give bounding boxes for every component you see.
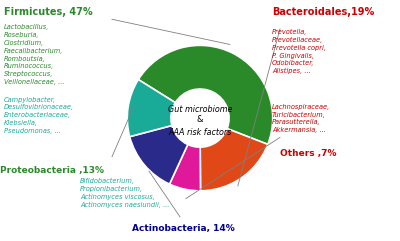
Text: Bacteroidales,19%: Bacteroidales,19% — [272, 7, 374, 17]
Text: Proteobacteria ,13%: Proteobacteria ,13% — [0, 166, 104, 175]
Text: AAA risk factors: AAA risk factors — [168, 128, 232, 137]
Text: Actinobacteria, 14%: Actinobacteria, 14% — [132, 224, 235, 233]
Text: Lachnospiraceae,
Turicibacterium,
Parasutterella,
Akkermansia, ...: Lachnospiraceae, Turicibacterium, Parasu… — [272, 104, 330, 133]
Wedge shape — [130, 126, 188, 184]
Text: Bifidobacterium,
Propionibacterium,
Actinomyces viscosus,
Actinomyces naeslundii: Bifidobacterium, Propionibacterium, Acti… — [80, 178, 170, 208]
Text: Campylobacter,
Desulfovibrionaceae,
Enterobacteriaceae,
Klebsiella,
Pseudomonas,: Campylobacter, Desulfovibrionaceae, Ente… — [4, 96, 74, 134]
Text: Prevotella,
Prevotellaceae,
Prevotella copri,
P. Gingivalis,
Odobibacter,
Alisti: Prevotella, Prevotellaceae, Prevotella c… — [272, 29, 326, 74]
Wedge shape — [127, 80, 175, 137]
Text: Firmicutes, 47%: Firmicutes, 47% — [4, 7, 93, 17]
Text: Gut microbiome: Gut microbiome — [168, 105, 232, 114]
Text: &: & — [197, 115, 203, 124]
Wedge shape — [170, 145, 200, 191]
Wedge shape — [200, 129, 268, 191]
Text: Others ,7%: Others ,7% — [280, 149, 336, 158]
Wedge shape — [138, 45, 273, 144]
Text: Lactobacillus,
Roseburia,
Clostridium,
Faecalibacterium,
Romboutsia,
Ruminococcu: Lactobacillus, Roseburia, Clostridium, F… — [4, 24, 64, 85]
